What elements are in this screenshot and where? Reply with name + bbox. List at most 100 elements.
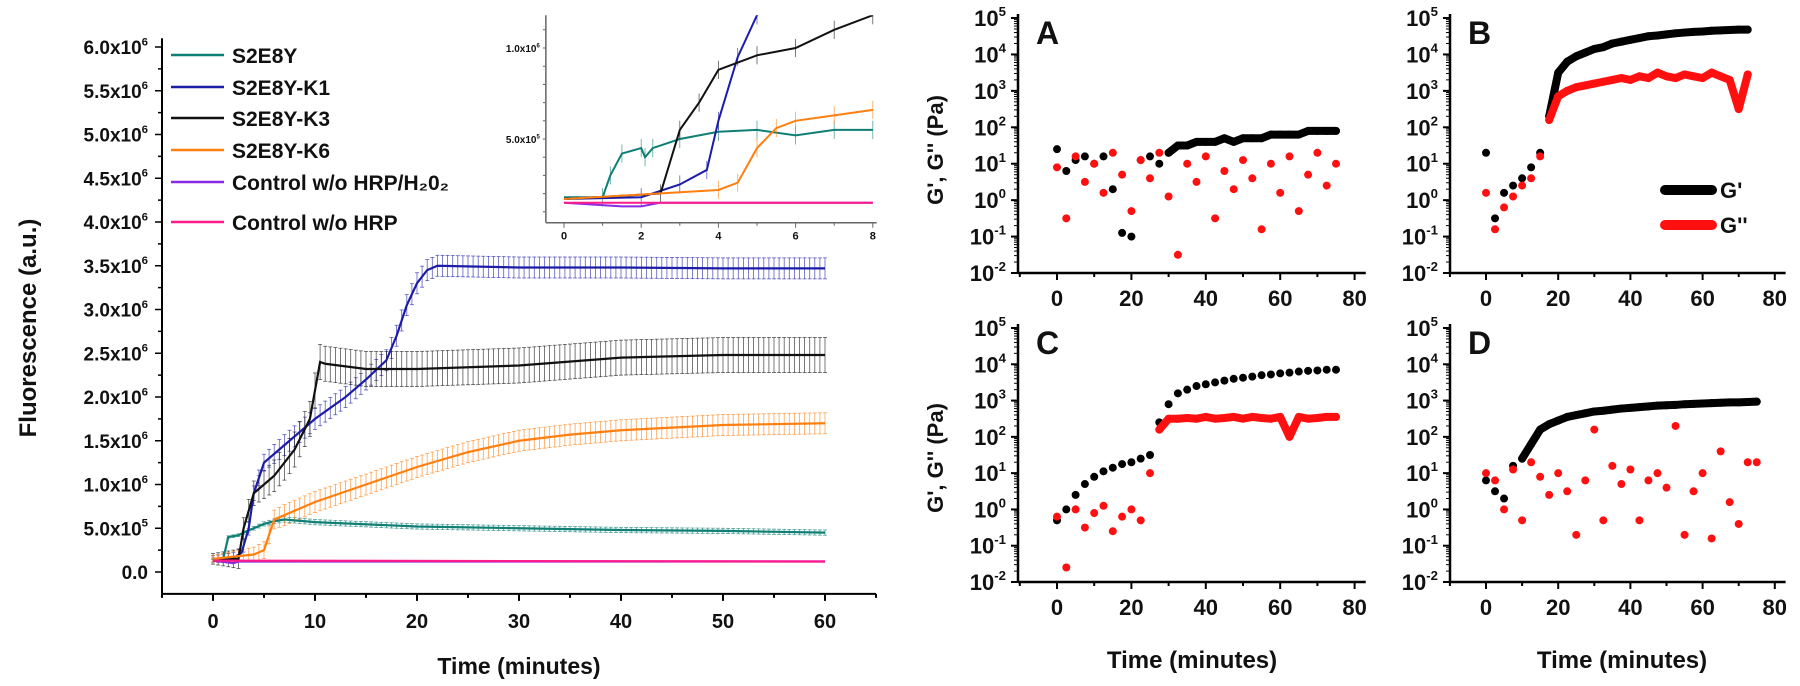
y-tick-label: 100 (1406, 186, 1438, 213)
y-tick-label: 104 (1406, 41, 1438, 68)
g-double-prime-point (1099, 188, 1108, 197)
g-prime-point (1725, 26, 1734, 35)
g-prime-point (1671, 29, 1680, 38)
g-prime-point (1608, 39, 1617, 48)
g-double-prime-point (1322, 181, 1331, 190)
g-prime-point (1211, 378, 1220, 387)
g-double-prime-point (1509, 465, 1518, 474)
g-prime-point (1662, 401, 1671, 410)
g-double-prime-point (1183, 413, 1192, 422)
g-prime-point (1322, 126, 1331, 135)
g-prime-point (1644, 32, 1653, 41)
g-double-prime-point (1276, 188, 1285, 197)
g-double-prime-point (1322, 412, 1331, 421)
g-prime-point (1626, 403, 1635, 412)
g-prime-point (1752, 397, 1761, 406)
g-prime-point (1080, 152, 1089, 161)
rheology-panel-d: 0 20 40 60 80 10-2 10-1 100 101 102 103 104 105 D (1402, 314, 1787, 620)
g-prime-point (1164, 148, 1173, 157)
g-double-prime-point (1192, 177, 1201, 186)
g-prime-point (1716, 26, 1725, 35)
y-tick-label: 10-1 (1402, 532, 1438, 559)
g-double-prime-point (1554, 469, 1563, 478)
y-tick-label: 4.0x106 (84, 211, 148, 234)
g-prime-point (1500, 188, 1509, 197)
g-prime-point (1491, 487, 1500, 496)
g-double-prime-point (1617, 74, 1626, 83)
x-tick-label: 40 (1618, 595, 1642, 620)
x-tick-label: 60 (814, 611, 836, 633)
g-prime-point (1192, 382, 1201, 391)
inset-y-tick-label: 1.0x106 (506, 44, 541, 56)
main-x-axis-label: Time (minutes) (437, 653, 600, 679)
y-tick-label: 10-2 (1402, 259, 1438, 286)
y-tick-label: 10-2 (970, 259, 1006, 286)
g-double-prime-point (1734, 105, 1743, 114)
g-double-prime-point (1491, 225, 1500, 234)
g-double-prime-point (1080, 177, 1089, 186)
g-double-prime-point (1285, 152, 1294, 161)
legend-label: Control w/o HRP (232, 212, 398, 235)
g-prime-point (1527, 440, 1536, 449)
g-prime-point (1707, 399, 1716, 408)
g-prime-point (1201, 137, 1210, 146)
g-prime-point (1266, 130, 1275, 139)
g-double-prime-point (1090, 159, 1099, 168)
g-prime-point (1332, 126, 1340, 135)
g-double-prime-point (1304, 170, 1313, 179)
g-double-prime-point (1294, 412, 1303, 421)
g-prime-point (1599, 406, 1608, 415)
y-tick-label: 10-1 (970, 223, 1006, 250)
g-prime-point (1653, 31, 1662, 40)
g-double-prime-point (1527, 458, 1536, 467)
panel-letter: D (1468, 325, 1491, 361)
y-tick-label: 5.0x105 (84, 518, 149, 541)
panel-c-x-axis-label: Time (minutes) (1107, 647, 1277, 674)
panel-a-y-axis-label: G', G'' (Pa) (923, 95, 948, 205)
y-tick-label: 104 (974, 41, 1006, 68)
series-line-3 (212, 422, 826, 560)
g-prime-point (1108, 463, 1117, 472)
g-double-prime-point (1099, 501, 1108, 510)
g-prime-point (1536, 425, 1545, 434)
legend-label: Control w/o HRP/H₂0₂ (232, 172, 449, 195)
g-double-prime-point (1090, 509, 1099, 518)
g-prime-point (1689, 399, 1698, 408)
g-prime-point (1304, 126, 1313, 135)
g-prime-point (1248, 134, 1257, 143)
g-prime-point (1099, 152, 1108, 161)
g-prime-point (1707, 26, 1716, 35)
g-double-prime-point (1491, 476, 1500, 485)
g-double-prime-point (1155, 148, 1164, 157)
g-prime-point (1500, 494, 1509, 503)
x-tick-label: 40 (1194, 286, 1218, 311)
g-double-prime-point (1080, 523, 1089, 532)
legend-label: S2E8Y (232, 45, 297, 68)
g-prime-point (1248, 372, 1257, 381)
g-prime-point (1229, 374, 1238, 383)
y-tick-label: 105 (974, 4, 1006, 31)
y-tick-label: 104 (1406, 350, 1438, 377)
g-prime-point (1276, 130, 1285, 139)
g-double-prime-point (1257, 413, 1266, 422)
y-tick-label: 2.5x106 (84, 343, 148, 366)
g-double-prime-point (1500, 203, 1509, 212)
g-prime-point (1581, 409, 1590, 418)
y-tick-label: 102 (1406, 423, 1438, 450)
g-prime-point (1725, 398, 1734, 407)
g-double-prime-point (1071, 152, 1080, 161)
g-prime-point (1304, 366, 1313, 375)
x-tick-label: 20 (1119, 595, 1143, 620)
g-prime-point (1118, 228, 1127, 237)
g-prime-point (1071, 490, 1080, 499)
g-prime-point (1743, 398, 1752, 407)
y-tick-label: 101 (974, 459, 1006, 486)
fluorescence-chart: 0 10 20 30 40 50 600.05.0x1051.0x1061.5x1062.0… (84, 36, 877, 633)
g-double-prime-point (1653, 68, 1662, 77)
inset-series (563, 15, 874, 208)
g-double-prime-point (1136, 156, 1145, 165)
y-tick-label: 103 (1406, 77, 1438, 104)
g-double-prime-point (1626, 465, 1635, 474)
g-double-prime-point (1581, 476, 1590, 485)
g-prime-point (1572, 411, 1581, 420)
